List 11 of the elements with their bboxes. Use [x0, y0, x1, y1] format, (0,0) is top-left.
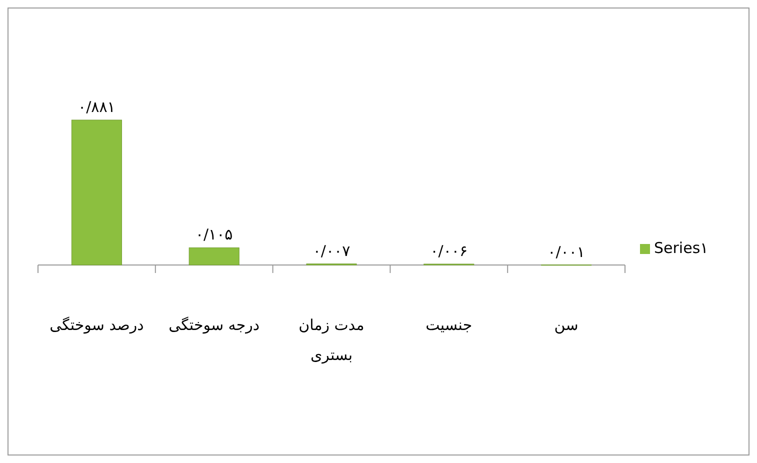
data-label: ٠/٠٠٧ — [312, 242, 350, 260]
x-tick-label: درجه سوختگی — [168, 315, 261, 336]
x-tick-label: مدت زمان بستری — [298, 315, 366, 366]
x-tick-label: جنسیت — [424, 315, 474, 336]
legend-label: Series۱ — [654, 239, 708, 257]
data-label: ٠/٠٠۶ — [430, 242, 468, 260]
data-label: ٠/٠٠١ — [548, 242, 585, 261]
x-tick-label: سن — [553, 315, 580, 336]
data-label: ٠/٨٨١ — [78, 98, 116, 116]
x-tick-label: درصد سوختگی — [48, 315, 145, 336]
data-label: ٠/١٠۵ — [195, 226, 233, 244]
